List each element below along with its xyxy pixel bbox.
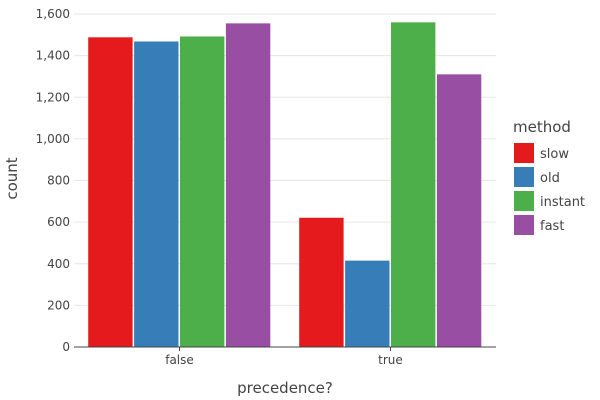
legend-swatch-fast (514, 215, 534, 235)
y-tick-label: 0 (62, 340, 70, 354)
y-tick-label: 200 (47, 298, 70, 312)
y-tick-label: 1,400 (36, 49, 70, 63)
y-tick-label: 1,600 (36, 7, 70, 21)
bar-slow-true (299, 217, 344, 347)
bars (88, 22, 482, 348)
x-tick-label: true (378, 353, 403, 367)
y-tick-label: 1,200 (36, 90, 70, 104)
legend-label-fast: fast (540, 219, 564, 234)
y-tick-labels: 0 200 400 600 800 1,000 1,200 1,400 1,600 (36, 7, 70, 354)
y-tick-label: 1,000 (36, 132, 70, 146)
y-axis-title: count (3, 157, 21, 199)
legend-title: method (513, 118, 571, 136)
x-tick-label: false (165, 353, 194, 367)
legend-label-instant: instant (540, 195, 585, 210)
y-tick-label: 600 (47, 215, 70, 229)
y-tick-label: 800 (47, 174, 70, 188)
legend: method slow old instant fast (513, 118, 585, 235)
legend-swatch-old (514, 167, 534, 187)
bar-old-false (134, 41, 179, 347)
x-axis-title: precedence? (237, 379, 333, 397)
x-tick-labels: false true (165, 347, 403, 367)
bar-old-true (345, 260, 390, 347)
legend-label-old: old (540, 171, 560, 186)
legend-swatch-slow (514, 143, 534, 163)
bar-fast-false (225, 23, 271, 347)
legend-label-slow: slow (540, 147, 569, 162)
bar-instant-false (180, 36, 225, 347)
bar-slow-false (88, 37, 133, 348)
y-tick-label: 400 (47, 257, 70, 271)
legend-swatch-instant (514, 191, 534, 211)
bar-instant-true (391, 22, 436, 347)
bar-fast-true (436, 74, 482, 347)
